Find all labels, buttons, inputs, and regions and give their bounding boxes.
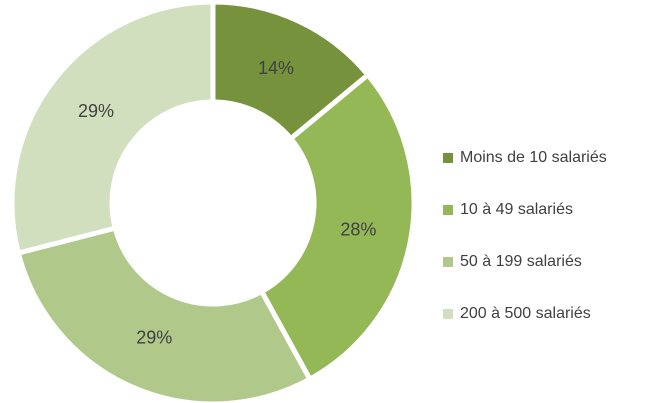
legend-label: 200 à 500 salariés xyxy=(460,305,591,322)
donut-slice xyxy=(258,71,417,383)
donut-slice xyxy=(15,225,314,403)
legend-swatch xyxy=(443,309,453,319)
data-label: 29% xyxy=(78,101,114,121)
legend-swatch xyxy=(443,257,453,267)
legend-label: 10 à 49 salariés xyxy=(460,201,573,218)
donut-slice xyxy=(9,0,216,257)
legend-label: Moins de 10 salariés xyxy=(460,149,607,166)
legend-swatch xyxy=(443,205,453,215)
data-label: 14% xyxy=(258,58,294,78)
data-label: 28% xyxy=(340,219,376,239)
legend-swatch xyxy=(443,153,453,163)
legend-label: 50 à 199 salariés xyxy=(460,253,582,270)
data-label: 29% xyxy=(136,328,172,348)
